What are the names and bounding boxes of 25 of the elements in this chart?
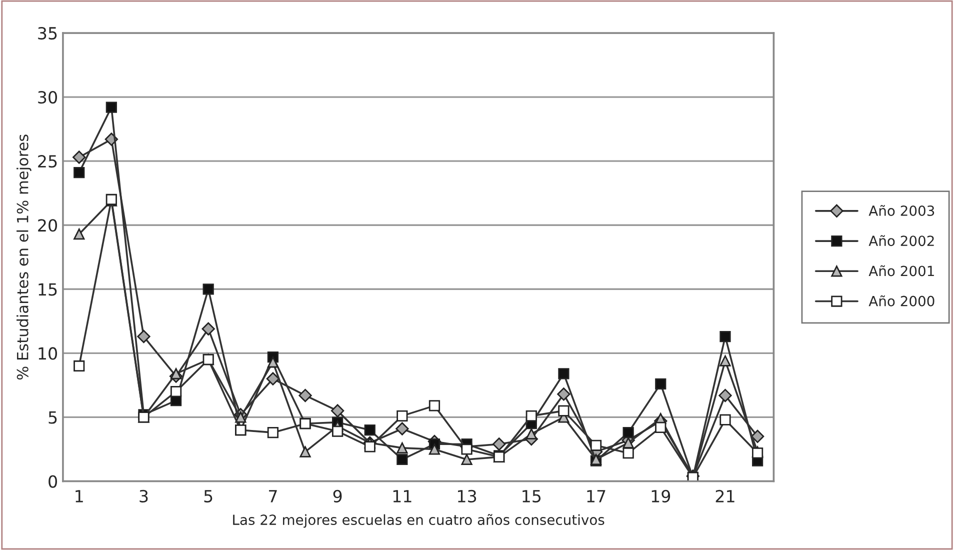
x-tick-label: 21 [716, 490, 734, 502]
x-tick-label: 13 [458, 490, 476, 502]
x-tick-label: 1 [76, 490, 83, 502]
x-tick-label: 19 [652, 490, 670, 502]
x-tick-label: 9 [333, 490, 342, 502]
y-tick-label: 5 [48, 411, 57, 424]
x-tick-label: 11 [393, 490, 412, 502]
legend-label: Año 2002 [868, 235, 934, 246]
y-tick-label: 0 [48, 475, 57, 488]
legend-label: Año 2000 [868, 295, 934, 306]
y-tick-label: 15 [38, 283, 57, 296]
y-tick-label: 10 [38, 347, 57, 360]
x-tick-label: 5 [204, 490, 212, 502]
y-tick-label: 30 [38, 91, 57, 104]
legend-label: Año 2001 [868, 265, 934, 276]
x-tick-label: 15 [522, 490, 541, 502]
y-tick-label: 35 [38, 26, 57, 40]
x-tick-label: 17 [587, 490, 606, 502]
y-tick-label: 25 [38, 155, 57, 168]
y-tick-label: 20 [38, 219, 57, 232]
x-tick-label: 3 [140, 490, 148, 502]
y-axis-title: % Estudiantes en el 1% mejores [16, 134, 32, 380]
x-axis-title: Las 22 mejores escuelas en cuatro años consecutivos [233, 514, 604, 528]
x-tick-label: 7 [269, 490, 277, 502]
legend-label: Año 2003 [868, 205, 934, 216]
